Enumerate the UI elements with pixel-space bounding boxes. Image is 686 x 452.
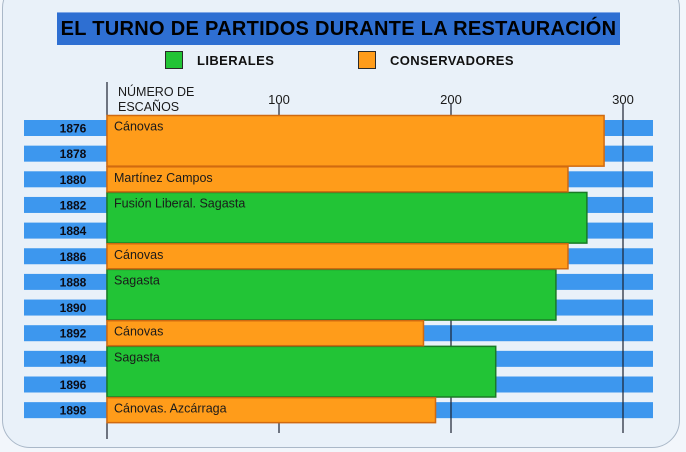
year-label: 1878 (60, 147, 87, 161)
x-tick-label: 200 (440, 92, 462, 107)
legend-swatch-liberales (165, 51, 183, 69)
legend-label-conservadores: CONSERVADORES (390, 52, 514, 68)
bar-label: Cánovas (114, 120, 163, 134)
year-label: 1896 (60, 378, 87, 392)
legend-item-conservadores: CONSERVADORES (358, 50, 514, 70)
year-label: 1888 (60, 275, 87, 289)
year-label: 1882 (60, 198, 87, 212)
year-label: 1898 (60, 404, 87, 418)
bar-conservadores (106, 114, 605, 167)
bar-conservadores (106, 319, 425, 347)
year-label: 1880 (60, 173, 87, 187)
bar-conservadores (106, 166, 569, 193)
bar-liberales (106, 191, 588, 244)
bar-label: Martínez Campos (114, 171, 213, 185)
year-label: 1890 (60, 301, 87, 315)
bar-liberales (106, 268, 557, 321)
axis-title: NÚMERO DE (118, 84, 194, 99)
bar-label: Cánovas. Azcárraga (114, 402, 227, 416)
legend-item-liberales: LIBERALES (165, 50, 274, 70)
year-label: 1876 (60, 122, 87, 136)
bar-label: Cánovas (114, 325, 163, 339)
axis-title: ESCAÑOS (118, 100, 179, 114)
x-tick-label: 300 (612, 92, 634, 107)
legend-label-liberales: LIBERALES (197, 52, 275, 68)
chart-title: EL TURNO DE PARTIDOS DURANTE LA RESTAURA… (57, 12, 620, 45)
x-tick-label: 100 (268, 92, 290, 107)
legend-swatch-conservadores (358, 51, 376, 69)
bar-conservadores (106, 243, 569, 270)
year-label: 1894 (60, 352, 87, 366)
bar-conservadores (106, 396, 437, 424)
year-label: 1884 (60, 224, 87, 238)
bar-liberales (106, 345, 497, 398)
year-label: 1892 (60, 327, 87, 341)
bar-label: Fusión Liberal. Sagasta (114, 196, 245, 210)
bar-label: Sagasta (114, 350, 160, 364)
bar-label: Sagasta (114, 273, 160, 287)
bar-label: Cánovas (114, 248, 163, 262)
year-label: 1886 (60, 250, 87, 264)
